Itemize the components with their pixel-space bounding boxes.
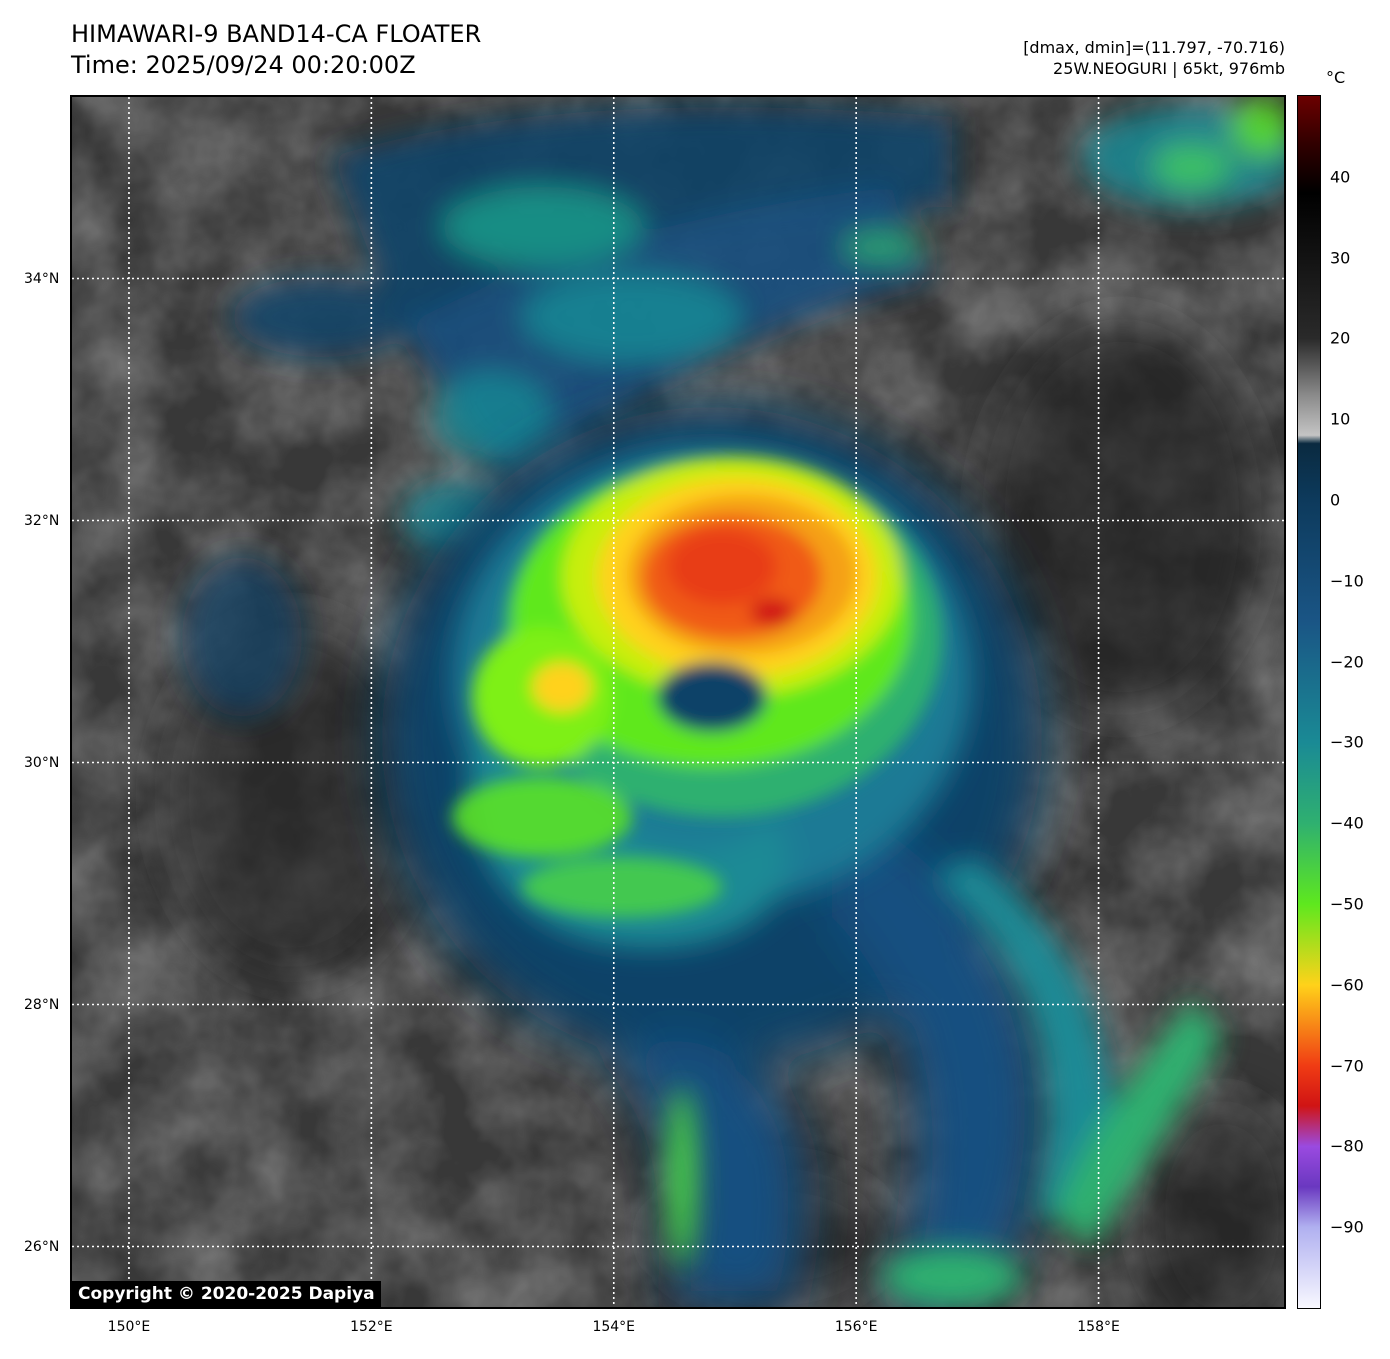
colorbar-tick-label: −10 [1330, 571, 1364, 591]
lon-tick-label: 150°E [107, 1319, 151, 1335]
ir-imagery [72, 97, 1284, 1307]
lon-tick-label: 156°E [834, 1319, 878, 1335]
copyright-notice: Copyright © 2020-2025 Dapiya [72, 1281, 381, 1308]
colorbar-tick-label: −50 [1330, 894, 1364, 914]
lon-tick-label: 154°E [592, 1319, 636, 1335]
lon-tick-label: 152°E [350, 1319, 393, 1335]
map-grid [72, 97, 1284, 1307]
colorbar-tick-label: −60 [1330, 975, 1364, 995]
colorbar-tick-label: −30 [1330, 732, 1364, 752]
lat-tick-label: 26°N [24, 1238, 60, 1255]
colorbar-tick-label: 40 [1330, 167, 1351, 187]
colorbar-tick-label: −40 [1330, 813, 1364, 833]
temperature-colorbar [1297, 95, 1321, 1309]
storm-info: 25W.NEOGURI | 65kt, 976mb [1053, 59, 1285, 78]
lat-tick-label: 32°N [24, 512, 60, 529]
observation-time: Time: 2025/09/24 00:20:00Z [71, 51, 416, 79]
map-title: HIMAWARI-9 BAND14-CA FLOATER [71, 20, 482, 48]
lon-tick-label: 158°E [1077, 1319, 1120, 1335]
colorbar-tick-label: 0 [1330, 490, 1341, 510]
lat-tick-label: 34°N [24, 270, 60, 287]
colorbar-tick-label: −80 [1330, 1136, 1364, 1156]
colorbar-tick-label: −70 [1330, 1056, 1364, 1076]
colorbar-tick-label: −90 [1330, 1217, 1364, 1237]
satellite-map [70, 95, 1286, 1309]
dmax-dmin-readout: [dmax, dmin]=(11.797, -70.716) [1023, 38, 1285, 57]
lat-tick-label: 28°N [24, 996, 60, 1013]
colorbar-tick-label: 20 [1330, 328, 1351, 348]
lat-tick-label: 30°N [24, 754, 60, 771]
colorbar-unit: °C [1326, 68, 1346, 87]
colorbar-tick-label: −20 [1330, 652, 1364, 672]
colorbar-tick-label: 10 [1330, 409, 1351, 429]
colorbar-tick-label: 30 [1330, 248, 1351, 268]
